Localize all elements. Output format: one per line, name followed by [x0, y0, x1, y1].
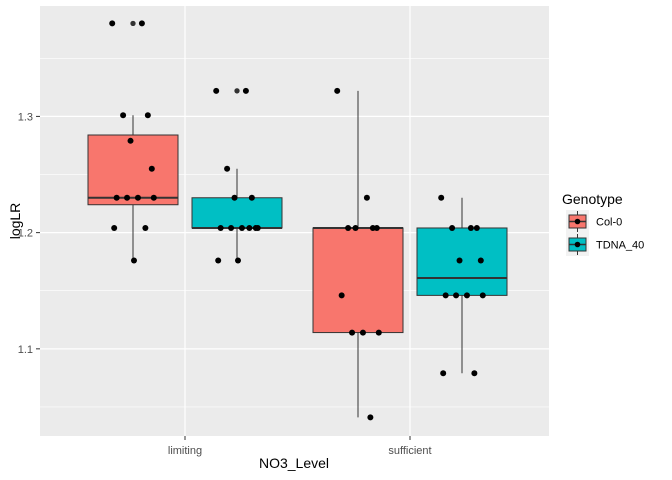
data-point [453, 292, 460, 299]
data-point [228, 224, 235, 231]
data-point [134, 194, 141, 201]
box-TDNA_40-sufficient [416, 197, 508, 374]
data-point [217, 224, 224, 231]
box-body [87, 134, 179, 206]
y-axis-title: logLR [7, 203, 23, 240]
data-point [231, 194, 238, 201]
point-layer [109, 20, 486, 421]
data-point [113, 194, 120, 201]
data-point [463, 292, 470, 299]
data-point [234, 257, 241, 264]
box-Col-0-sufficient [312, 90, 404, 418]
data-point [242, 87, 249, 94]
x-axis-title: NO3_Level [259, 455, 329, 471]
data-point [246, 224, 253, 231]
data-point [345, 224, 352, 231]
legend: Genotype Col-0 TDNA_40 [562, 191, 644, 256]
legend-key-point [574, 218, 581, 225]
data-point [254, 224, 261, 231]
data-point [109, 20, 116, 27]
x-tick-label: sufficient [388, 445, 431, 457]
data-point [473, 224, 480, 231]
data-point [334, 87, 341, 94]
data-point [338, 292, 345, 299]
box-body [191, 197, 283, 229]
outlier-point [234, 88, 240, 94]
x-axis: limiting sufficient [168, 436, 432, 457]
data-point [120, 112, 127, 119]
legend-label: TDNA_40 [596, 240, 644, 252]
data-point [375, 329, 382, 336]
data-point [148, 165, 155, 172]
data-point [367, 414, 374, 421]
data-point [438, 194, 445, 201]
y-axis: 1.1 1.2 1.3 [18, 111, 40, 356]
y-tick-label: 1.1 [18, 344, 33, 356]
data-point [449, 224, 456, 231]
data-point [352, 224, 359, 231]
box-Col-0-limiting [87, 20, 179, 261]
x-tick-label: limiting [168, 445, 202, 457]
legend-keys: Col-0 TDNA_40 [566, 210, 644, 256]
plot-panel [40, 6, 549, 436]
legend-key-point [574, 241, 581, 248]
data-point [477, 257, 484, 264]
data-point [124, 194, 131, 201]
data-point [373, 224, 380, 231]
data-point [130, 257, 137, 264]
legend-key-TDNA_40: TDNA_40 [566, 233, 644, 256]
data-point [467, 224, 474, 231]
data-point [144, 112, 151, 119]
data-point [479, 292, 486, 299]
data-point [215, 257, 222, 264]
box-body [312, 227, 404, 334]
box-body [416, 227, 508, 296]
legend-label: Col-0 [596, 217, 622, 229]
data-point [359, 329, 366, 336]
box-layer [87, 20, 508, 418]
data-point [363, 194, 370, 201]
data-point [150, 194, 157, 201]
legend-title: Genotype [562, 191, 623, 207]
data-point [456, 257, 463, 264]
data-point [111, 224, 118, 231]
data-point [142, 224, 149, 231]
data-point [224, 165, 231, 172]
data-point [213, 87, 220, 94]
outlier-point [130, 20, 136, 27]
y-tick-label: 1.3 [18, 111, 33, 123]
data-point [471, 370, 478, 377]
data-point [248, 194, 255, 201]
data-point [442, 292, 449, 299]
data-point [238, 224, 245, 231]
y-tick-label: 1.2 [18, 228, 33, 240]
box-TDNA_40-limiting [191, 88, 283, 261]
data-point [138, 20, 145, 27]
data-point [349, 329, 356, 336]
legend-key-Col-0: Col-0 [566, 210, 622, 233]
data-point [440, 370, 447, 377]
data-point [127, 137, 134, 144]
